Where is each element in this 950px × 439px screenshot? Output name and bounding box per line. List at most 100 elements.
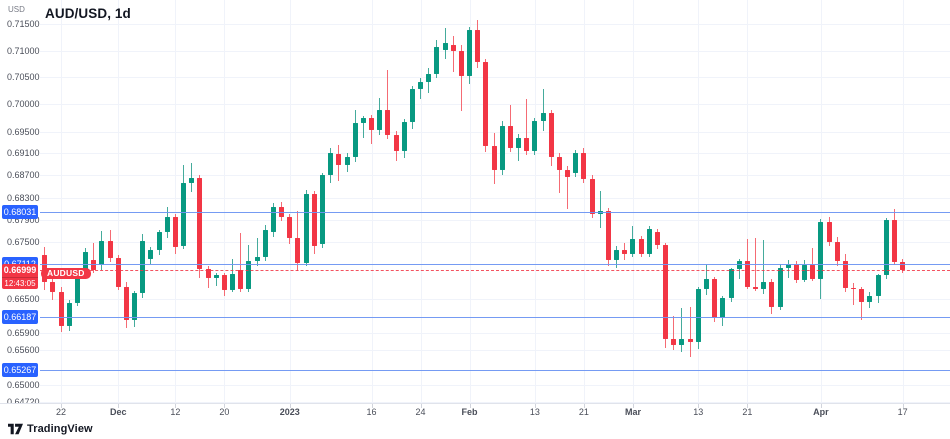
price-gridline xyxy=(40,77,950,79)
candle xyxy=(401,122,407,151)
candle-wick xyxy=(558,152,560,193)
candle xyxy=(720,297,726,318)
candle xyxy=(883,220,889,275)
candle xyxy=(532,121,538,152)
candle xyxy=(369,118,374,131)
candle xyxy=(875,274,881,297)
time-tick-mark xyxy=(289,404,291,408)
candle xyxy=(74,273,80,304)
candle xyxy=(540,113,546,122)
price-gridline xyxy=(40,131,950,133)
price-tick-label: 0.68700 xyxy=(7,170,40,181)
time-tick-mark xyxy=(420,404,422,408)
candle xyxy=(189,177,195,184)
price-tick-label: 0.65600 xyxy=(7,345,40,356)
tradingview-attribution[interactable]: TradingView xyxy=(8,421,93,437)
candle xyxy=(867,296,873,302)
time-axis[interactable]: 22 Dec 12 20 2023 16 24 Feb 13 21 Mar 13 21 Apr 17 xyxy=(0,403,950,420)
candle xyxy=(573,152,579,174)
price-gridline xyxy=(40,242,950,244)
price-gridline xyxy=(40,385,950,387)
candle xyxy=(900,262,906,271)
candle xyxy=(279,206,285,217)
chart-pane[interactable]: AUDUSD xyxy=(0,0,950,403)
candle xyxy=(524,137,530,152)
price-gridline xyxy=(40,401,950,403)
time-gridline xyxy=(583,0,585,403)
time-tick-mark xyxy=(534,404,536,408)
candle xyxy=(344,156,350,165)
price-level-line[interactable] xyxy=(40,264,950,266)
candle xyxy=(360,118,366,124)
time-tick-mark xyxy=(583,404,585,408)
candle xyxy=(695,289,701,342)
candle-wick xyxy=(738,258,740,279)
price-tick-label: 0.69500 xyxy=(7,126,40,137)
time-gridline xyxy=(820,0,822,403)
time-gridline xyxy=(420,0,422,403)
price-tick-label: 0.67500 xyxy=(7,237,40,248)
candle xyxy=(802,264,808,280)
time-tick-mark xyxy=(175,404,177,408)
candle-wick xyxy=(681,308,683,353)
candle-wick xyxy=(861,286,863,320)
candle xyxy=(99,241,105,265)
bar-countdown: 12:43:05 xyxy=(2,276,38,289)
candle xyxy=(336,154,342,165)
candle xyxy=(818,222,824,279)
candle xyxy=(246,261,252,290)
price-gridline xyxy=(40,24,950,25)
candle xyxy=(548,113,554,157)
candle xyxy=(605,210,611,260)
price-level-line[interactable] xyxy=(40,369,950,371)
candle-wick xyxy=(567,166,569,210)
price-level-badge: 0.66187 xyxy=(2,309,38,324)
candle xyxy=(467,30,473,76)
candle xyxy=(581,152,587,179)
candle xyxy=(287,217,293,238)
time-gridline xyxy=(224,0,226,403)
price-gridline xyxy=(40,298,950,300)
tradingview-logo-icon xyxy=(8,423,23,435)
candle xyxy=(205,269,211,279)
candle xyxy=(107,241,113,258)
time-gridline xyxy=(371,0,373,403)
price-tick-label: 0.71500 xyxy=(7,19,40,29)
price-gridline xyxy=(40,50,950,52)
time-tick-label: Dec xyxy=(109,407,127,417)
candle xyxy=(238,270,244,290)
candle xyxy=(589,178,595,214)
price-axis[interactable]: USD 0.71500 0.71000 0.70500 0.70000 0.69500 0… xyxy=(0,0,40,407)
candle xyxy=(703,278,709,290)
time-gridline xyxy=(698,0,700,403)
price-tick-label: 0.67900 xyxy=(7,214,40,225)
candle xyxy=(891,220,897,263)
candle xyxy=(859,289,865,302)
candle xyxy=(475,30,481,62)
price-tick-label: 0.65000 xyxy=(7,380,40,391)
price-tick-label: 0.64720 xyxy=(7,396,40,407)
price-level-line[interactable] xyxy=(40,212,950,214)
time-tick-label: Feb xyxy=(461,407,478,417)
price-tick-label: 0.66500 xyxy=(7,293,40,304)
symbol-price-label-pill: AUDUSD xyxy=(41,268,91,280)
candle xyxy=(654,231,660,245)
time-gridline xyxy=(632,0,634,403)
candle xyxy=(499,125,505,171)
candle xyxy=(197,177,203,270)
time-tick-mark xyxy=(224,404,226,408)
candle xyxy=(172,217,178,247)
candle xyxy=(622,250,628,254)
price-level-line[interactable] xyxy=(40,316,950,318)
symbol-title[interactable]: AUD/USD, 1d xyxy=(45,6,131,21)
candle-wick xyxy=(452,36,454,72)
time-gridline xyxy=(61,0,63,403)
time-tick-mark xyxy=(747,404,749,408)
candle xyxy=(156,232,162,251)
price-gridline xyxy=(40,219,950,221)
time-tick-label: 17 xyxy=(897,407,908,417)
candle-wick xyxy=(689,307,691,357)
candle xyxy=(458,50,464,76)
time-tick-mark xyxy=(118,404,120,408)
